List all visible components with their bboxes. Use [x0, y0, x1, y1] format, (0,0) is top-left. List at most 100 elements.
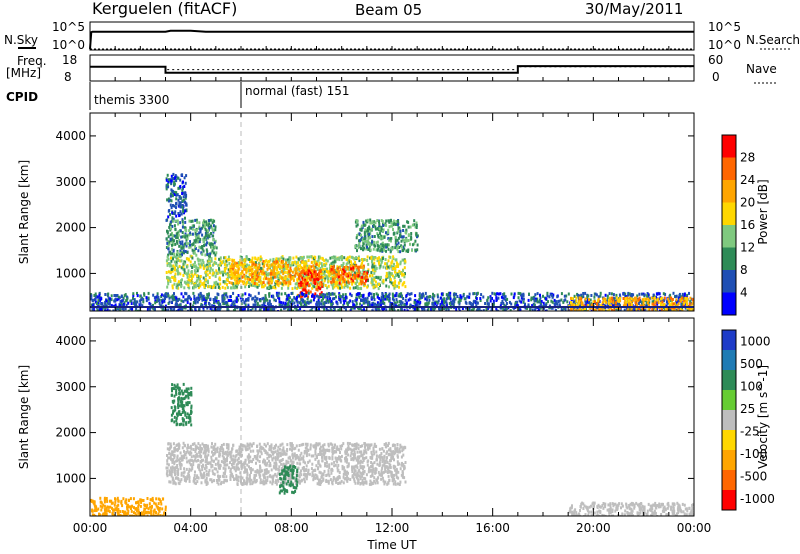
data-cell [634, 298, 637, 302]
data-cell [108, 309, 111, 311]
data-cell [182, 265, 185, 268]
data-cell [403, 266, 406, 270]
data-cell [298, 272, 301, 276]
data-cell [314, 308, 317, 311]
data-cell [244, 285, 247, 289]
data-cell [276, 260, 279, 264]
data-cell [357, 479, 360, 483]
data-cell [162, 308, 165, 311]
data-cell [387, 237, 390, 241]
data-cell [321, 264, 323, 268]
data-cell [536, 300, 539, 304]
data-cell [636, 294, 639, 298]
data-cell [178, 254, 181, 258]
data-cell [202, 221, 204, 225]
data-cell [340, 283, 343, 287]
data-cell [165, 472, 168, 476]
data-cell [219, 259, 222, 263]
data-cell [273, 285, 276, 289]
data-cell [606, 303, 609, 307]
data-cell [536, 292, 539, 296]
data-cell [135, 307, 138, 310]
data-cell [504, 295, 507, 299]
data-cell [346, 273, 349, 276]
data-cell [586, 304, 589, 307]
colorbar-tick-label: 8 [740, 263, 748, 277]
data-cell [650, 296, 653, 300]
data-cell [235, 463, 238, 467]
data-cell [374, 307, 377, 311]
data-cell [186, 251, 189, 254]
data-cell [338, 292, 341, 296]
data-cell [289, 300, 292, 304]
data-cell [678, 294, 681, 298]
data-cell [476, 291, 479, 295]
data-cell [366, 275, 369, 279]
data-cell [343, 256, 346, 260]
data-cell [254, 284, 257, 288]
data-cell [396, 223, 399, 227]
data-cell [447, 291, 450, 295]
data-cell [458, 309, 461, 311]
data-cell [192, 286, 195, 290]
data-cell [380, 228, 383, 232]
data-cell [202, 237, 205, 241]
data-cell [287, 272, 290, 276]
data-cell [344, 295, 347, 299]
data-cell [350, 255, 353, 259]
data-cell [255, 299, 258, 303]
series-line-nsky [89, 29, 694, 50]
data-cell [261, 270, 264, 274]
data-cell [333, 271, 336, 274]
data-cell [189, 243, 191, 247]
data-cell [329, 262, 332, 266]
y-tick-label: 3000 [55, 175, 86, 189]
data-cell [416, 235, 418, 239]
data-cell [273, 461, 276, 465]
colorbar-tick-label: 16 [740, 218, 755, 232]
data-cell [131, 307, 134, 311]
data-cell [436, 293, 439, 297]
data-cell [178, 239, 181, 242]
data-cell [387, 230, 390, 234]
data-cell [230, 276, 233, 280]
data-cell [173, 274, 176, 278]
data-cell [257, 275, 260, 279]
data-cell [686, 293, 689, 297]
data-cell [311, 260, 314, 264]
data-cell [249, 294, 252, 298]
data-cell [207, 292, 210, 296]
data-cell [316, 303, 319, 306]
data-cell [251, 272, 254, 276]
data-cell [394, 294, 397, 298]
data-cell [386, 456, 388, 460]
data-cell [414, 239, 417, 243]
data-cell [464, 300, 467, 304]
data-cell [606, 294, 609, 298]
data-cell [375, 284, 377, 288]
data-cell [324, 267, 327, 271]
data-cell [570, 296, 572, 300]
data-cell [258, 279, 261, 283]
data-cell [277, 265, 280, 269]
data-cell [390, 224, 393, 228]
data-cell [332, 268, 335, 272]
data-cell [165, 308, 168, 311]
data-cell [240, 260, 243, 264]
data-cell [319, 275, 322, 279]
data-cell [133, 300, 136, 304]
data-cell [278, 273, 281, 276]
data-cell [317, 281, 320, 285]
data-cell [373, 278, 376, 282]
data-cell [380, 477, 383, 481]
data-cell [689, 300, 692, 304]
colorbar-swatch [722, 247, 736, 271]
data-cell [556, 295, 559, 299]
data-cell [391, 274, 394, 278]
data-cell [171, 243, 173, 247]
data-cell [212, 229, 215, 232]
data-cell [339, 294, 342, 298]
data-cell [676, 308, 679, 311]
data-cell [215, 271, 218, 275]
